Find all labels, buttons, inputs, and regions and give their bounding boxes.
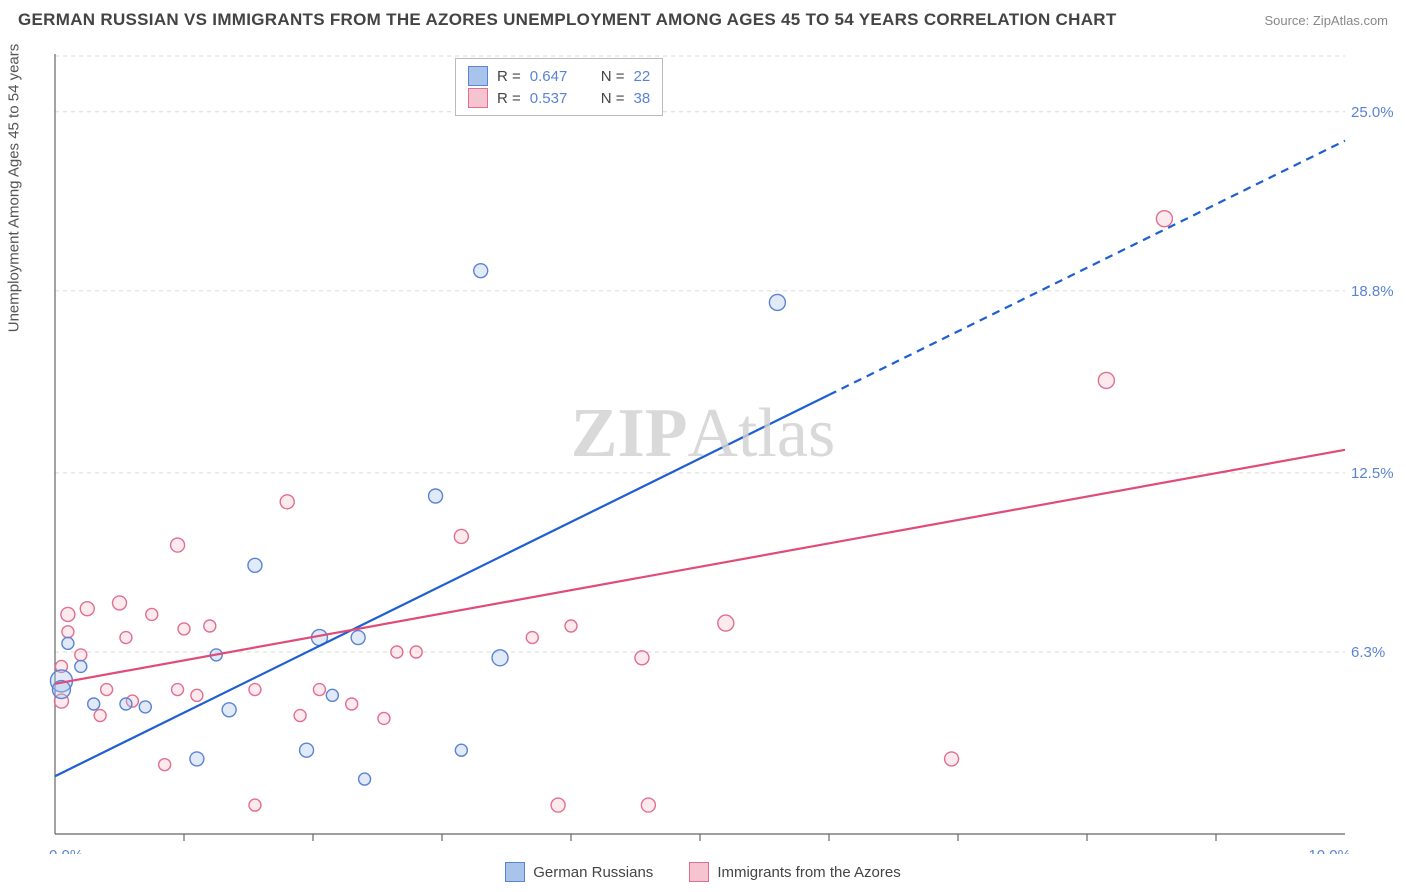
r-label: R = — [497, 90, 521, 107]
legend-series-label: German Russians — [533, 864, 653, 881]
trend-line — [55, 395, 829, 776]
svg-text:25.0%: 25.0% — [1351, 104, 1394, 121]
data-point — [75, 660, 87, 672]
legend-series-item: Immigrants from the Azores — [689, 862, 900, 882]
data-point — [101, 684, 113, 696]
data-point — [429, 489, 443, 503]
data-point — [75, 649, 87, 661]
legend-series-item: German Russians — [505, 862, 653, 882]
data-point — [1156, 211, 1172, 227]
data-point — [294, 710, 306, 722]
data-point — [378, 712, 390, 724]
data-point — [945, 752, 959, 766]
data-point — [113, 596, 127, 610]
data-point — [172, 684, 184, 696]
data-point — [159, 759, 171, 771]
data-point — [191, 689, 203, 701]
data-point — [410, 646, 422, 658]
data-point — [635, 651, 649, 665]
data-point — [139, 701, 151, 713]
svg-text:6.3%: 6.3% — [1351, 644, 1385, 661]
source-label: Source: ZipAtlas.com — [1264, 13, 1388, 28]
data-point — [280, 495, 294, 509]
data-point — [61, 607, 75, 621]
legend-correlation-row: R = 0.537 N = 38 — [468, 88, 650, 108]
data-point — [204, 620, 216, 632]
svg-text:10.0%: 10.0% — [1308, 847, 1351, 854]
data-point — [391, 646, 403, 658]
data-point — [120, 698, 132, 710]
data-point — [146, 608, 158, 620]
data-point — [313, 684, 325, 696]
data-point — [248, 558, 262, 572]
data-point — [222, 703, 236, 717]
data-point — [346, 698, 358, 710]
svg-text:0.0%: 0.0% — [49, 847, 83, 854]
n-value: 38 — [634, 90, 651, 107]
data-point — [474, 264, 488, 278]
data-point — [249, 799, 261, 811]
svg-text:12.5%: 12.5% — [1351, 465, 1394, 482]
correlation-legend: R = 0.647 N = 22 R = 0.537 N = 38 — [455, 58, 663, 116]
data-point — [94, 710, 106, 722]
data-point — [351, 631, 365, 645]
data-point — [88, 698, 100, 710]
data-point — [551, 798, 565, 812]
n-value: 22 — [634, 68, 651, 85]
data-point — [455, 744, 467, 756]
r-value: 0.537 — [530, 90, 582, 107]
data-point — [80, 602, 94, 616]
data-point — [769, 294, 785, 310]
data-point — [326, 689, 338, 701]
r-value: 0.647 — [530, 68, 582, 85]
data-point — [62, 626, 74, 638]
data-point — [62, 637, 74, 649]
data-point — [300, 743, 314, 757]
chart-area: Unemployment Among Ages 45 to 54 years 6… — [0, 44, 1406, 892]
data-point — [492, 650, 508, 666]
r-label: R = — [497, 68, 521, 85]
data-point — [178, 623, 190, 635]
data-point — [171, 538, 185, 552]
series-legend: German Russians Immigrants from the Azore… — [0, 862, 1406, 886]
data-point — [526, 632, 538, 644]
legend-swatch — [689, 862, 709, 882]
data-point — [565, 620, 577, 632]
y-axis-label: Unemployment Among Ages 45 to 54 years — [6, 44, 23, 333]
data-point — [359, 773, 371, 785]
data-point — [454, 529, 468, 543]
legend-swatch — [468, 66, 488, 86]
chart-title: GERMAN RUSSIAN VS IMMIGRANTS FROM THE AZ… — [18, 10, 1117, 30]
svg-text:18.8%: 18.8% — [1351, 283, 1394, 300]
legend-swatch — [505, 862, 525, 882]
scatter-chart: 6.3% 12.5% 18.8% 25.0% 0.0% 10.0% — [0, 44, 1406, 854]
trend-line-extrapolated — [829, 141, 1345, 395]
data-point — [190, 752, 204, 766]
legend-series-label: Immigrants from the Azores — [717, 864, 900, 881]
n-label: N = — [601, 90, 625, 107]
n-label: N = — [601, 68, 625, 85]
data-point — [1098, 372, 1114, 388]
legend-swatch — [468, 88, 488, 108]
data-point — [641, 798, 655, 812]
title-bar: GERMAN RUSSIAN VS IMMIGRANTS FROM THE AZ… — [0, 0, 1406, 36]
data-point — [120, 632, 132, 644]
legend-correlation-row: R = 0.647 N = 22 — [468, 66, 650, 86]
data-point — [718, 615, 734, 631]
data-point — [249, 684, 261, 696]
